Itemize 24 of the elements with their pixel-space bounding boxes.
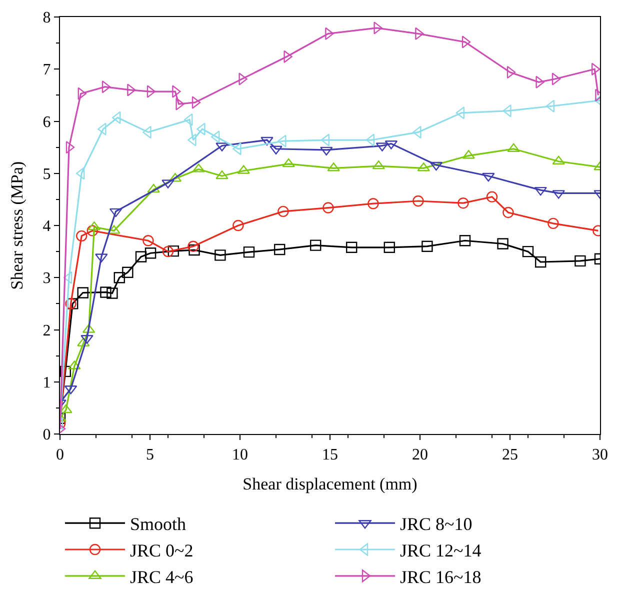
y-tick-label: 4 (42, 218, 51, 236)
x-tick-label: 15 (322, 446, 338, 464)
x-tick-label: 25 (502, 446, 518, 464)
y-tick-label: 0 (42, 426, 51, 444)
legend-label: JRC 8~10 (400, 514, 472, 534)
x-tick-label: 0 (56, 446, 64, 464)
legend-label: Smooth (130, 514, 186, 534)
legend-label: JRC 4~6 (130, 566, 194, 587)
y-tick-label: 8 (42, 10, 51, 27)
x-tick-label: 20 (412, 446, 428, 464)
x-tick-label: 30 (592, 446, 608, 464)
x-tick-label: 5 (146, 446, 154, 464)
legend-label: JRC 16~18 (400, 566, 482, 587)
y-tick-label: 1 (42, 374, 51, 392)
y-tick-label: 3 (42, 270, 51, 288)
y-tick-label: 6 (42, 114, 51, 131)
y-axis-title: Shear stress (MPa) (7, 161, 26, 290)
x-axis-title: Shear displacement (mm) (242, 474, 418, 494)
legend-label: JRC 0~2 (130, 540, 194, 561)
legend-label: JRC 12~14 (400, 540, 482, 561)
y-tick-label: 7 (42, 62, 51, 79)
x-tick-label: 10 (232, 446, 248, 464)
y-tick-label: 5 (42, 166, 51, 183)
y-tick-label: 2 (42, 322, 51, 340)
